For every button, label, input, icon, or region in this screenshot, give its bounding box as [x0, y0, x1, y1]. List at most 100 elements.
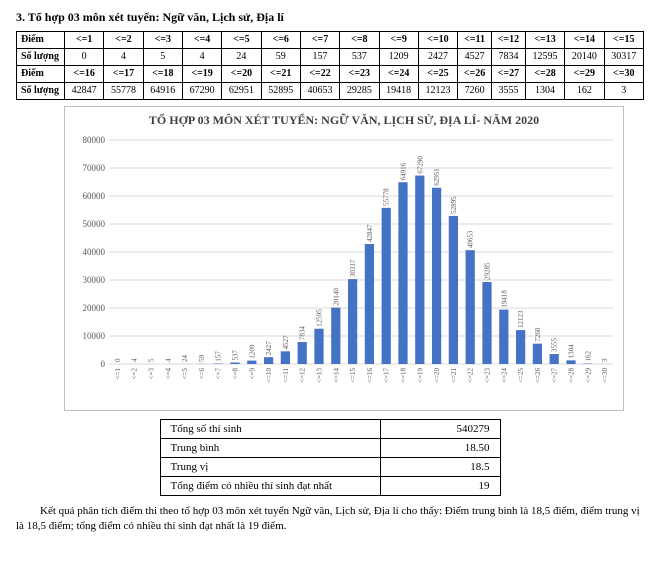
svg-text:24: 24	[181, 354, 189, 362]
summary-label: Trung bình	[160, 439, 380, 458]
table-header-cell: <=7	[300, 32, 339, 49]
table-value-cell: 1304	[525, 83, 564, 100]
table-header-cell: <=23	[340, 66, 379, 83]
svg-text:<=26: <=26	[534, 368, 542, 383]
table-header-cell: <=12	[492, 32, 526, 49]
summary-table: Tổng số thí sinh540279Trung bình18.50Tru…	[160, 419, 501, 496]
svg-text:12123: 12123	[517, 310, 525, 328]
svg-text:67290: 67290	[416, 156, 424, 174]
summary-label: Trung vị	[160, 458, 380, 477]
table-header-cell: <=1	[65, 32, 104, 49]
table-value-cell: 55778	[104, 83, 143, 100]
table-value-cell: 29285	[340, 83, 379, 100]
bar: 0<=1	[114, 358, 122, 379]
svg-text:42847: 42847	[366, 224, 374, 242]
svg-text:20140: 20140	[332, 288, 340, 306]
table-header-cell: <=20	[222, 66, 261, 83]
summary-value: 19	[380, 477, 500, 496]
table-value-cell: 62951	[222, 83, 261, 100]
svg-text:<=1: <=1	[114, 368, 122, 380]
svg-text:<=28: <=28	[568, 368, 576, 383]
bar: 59 <=6	[197, 354, 206, 379]
table-header-cell: <=9	[379, 32, 418, 49]
svg-text:3555: 3555	[551, 338, 559, 353]
table-header-cell: <=16	[65, 66, 104, 83]
footnote-text: Kết quả phân tích điểm thi theo tổ hợp 0…	[16, 504, 644, 535]
svg-text:<=16: <=16	[366, 368, 374, 383]
chart-container: TỔ HỢP 03 MÔN XÉT TUYỂN: NGỮ VĂN, LỊCH S…	[64, 106, 624, 411]
svg-text:<=3: <=3	[148, 368, 156, 380]
svg-text:60000: 60000	[83, 191, 106, 201]
table-header-cell: <=3	[143, 32, 182, 49]
table-header-cell: <=15	[604, 32, 644, 49]
table-value-cell: 537	[340, 49, 379, 66]
table-header-cell: <=2	[104, 32, 143, 49]
bar: 12595<=13	[314, 309, 323, 383]
table-header-cell: <=18	[143, 66, 182, 83]
table-header-cell: <=28	[525, 66, 564, 83]
table-value-cell: 4	[182, 49, 221, 66]
bar: 1209 <=9	[247, 344, 256, 379]
svg-text:<=21: <=21	[450, 368, 458, 383]
svg-text:29285: 29285	[484, 262, 492, 280]
svg-text:<=18: <=18	[400, 368, 408, 383]
svg-text:2427: 2427	[265, 341, 273, 356]
row-label-count: Số lượng	[17, 83, 65, 100]
svg-text:59: 59	[198, 354, 206, 362]
bar: 5<=3	[146, 358, 155, 379]
svg-text:<=9: <=9	[248, 368, 256, 380]
table-value-cell: 30317	[604, 49, 644, 66]
table-value-cell: 42847	[65, 83, 104, 100]
svg-text:52895: 52895	[450, 196, 458, 214]
svg-text:64916: 64916	[400, 162, 408, 180]
bar: 7834<=12	[298, 326, 307, 383]
table-value-cell: 3555	[492, 83, 526, 100]
svg-text:30317: 30317	[349, 259, 357, 277]
table-value-cell: 20140	[565, 49, 604, 66]
svg-text:40000: 40000	[83, 247, 106, 257]
bar: 3555<=27	[550, 338, 559, 383]
table-header-cell: <=17	[104, 66, 143, 83]
svg-text:4: 4	[131, 358, 139, 362]
table-header-cell: <=11	[458, 32, 492, 49]
table-header-cell: <=6	[261, 32, 300, 49]
svg-text:<=17: <=17	[383, 368, 391, 383]
bar: 7260 <=26	[533, 327, 542, 383]
table-header-cell: <=29	[565, 66, 604, 83]
svg-text:<=6: <=6	[198, 368, 206, 380]
svg-text:7260: 7260	[534, 327, 542, 342]
summary-value: 540279	[380, 420, 500, 439]
table-header-cell: <=5	[222, 32, 261, 49]
svg-text:1209: 1209	[248, 344, 256, 359]
svg-text:<=13: <=13	[316, 368, 324, 383]
svg-text:<=10: <=10	[265, 368, 273, 383]
table-header-cell: <=30	[604, 66, 644, 83]
table-value-cell: 67290	[182, 83, 221, 100]
bar: 20140<=14	[331, 288, 340, 383]
bar: 3<=30	[600, 358, 609, 383]
bar: 162<=29	[583, 351, 592, 383]
table-value-cell: 4527	[458, 49, 492, 66]
svg-text:62951: 62951	[433, 168, 441, 186]
table-header-cell: <=22	[300, 66, 339, 83]
table-value-cell: 157	[300, 49, 339, 66]
svg-text:<=5: <=5	[181, 368, 189, 380]
score-table: Điểm<=1<=2<=3<=4<=5<=6<=7<=8<=9<=10<=11<…	[16, 31, 644, 100]
bar: 19418<=24	[499, 290, 508, 383]
svg-text:<=24: <=24	[500, 368, 508, 383]
table-value-cell: 40653	[300, 83, 339, 100]
table-header-cell: <=27	[492, 66, 526, 83]
table-header-cell: <=26	[458, 66, 492, 83]
bar: 2427 <=10	[264, 341, 273, 383]
table-value-cell: 64916	[143, 83, 182, 100]
bar: 4527<=11	[281, 335, 290, 383]
svg-text:3: 3	[601, 358, 609, 362]
summary-value: 18.5	[380, 458, 500, 477]
svg-text:<=12: <=12	[299, 368, 307, 383]
svg-text:<=4: <=4	[164, 368, 172, 380]
svg-text:<=2: <=2	[131, 368, 139, 380]
table-value-cell: 24	[222, 49, 261, 66]
svg-text:10000: 10000	[83, 331, 106, 341]
svg-text:<=8: <=8	[232, 368, 240, 380]
svg-text:157: 157	[215, 351, 223, 362]
